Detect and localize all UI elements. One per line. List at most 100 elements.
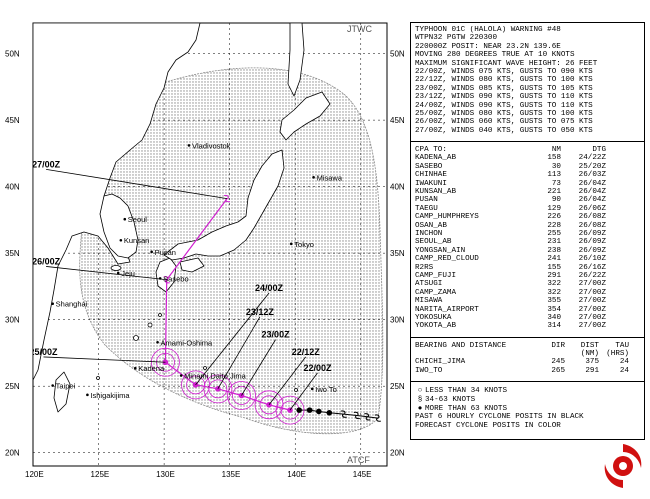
place-marker xyxy=(116,271,120,275)
forecast-time-label: 22/00Z xyxy=(304,363,333,373)
lon-label: 125E xyxy=(91,470,110,479)
cpa-row: SASEBO 30 25/20Z xyxy=(415,162,606,171)
cpa-row: PUSAN 90 26/04Z xyxy=(415,196,606,205)
place-label: Tokyo xyxy=(294,240,314,249)
place-marker xyxy=(51,302,54,305)
forecast-label-leader xyxy=(46,266,167,281)
lon-label: 135E xyxy=(222,470,241,479)
divider xyxy=(411,331,644,338)
warning-panel: TYPHOON 01C (HALOLA) WARNING #48 WTPN32 P… xyxy=(410,22,645,440)
place-marker xyxy=(86,393,89,397)
forecast-label-leader xyxy=(43,356,166,363)
forecast-time-label: 23/12Z xyxy=(246,307,275,317)
place-label: Pusan xyxy=(155,248,176,257)
place-label: Seoul xyxy=(128,215,148,224)
warning-line: 23/00Z, WINDS 085 KTS, GUSTS TO 105 KTS xyxy=(415,84,593,93)
cpa-row: ATSUGI 322 27/00Z xyxy=(415,280,606,289)
wind-radius-ring xyxy=(227,381,256,410)
cpa-row: CAMP_ZAMA 322 27/00Z xyxy=(415,288,606,297)
legend-item: ● MORE THAN 63 KNOTS xyxy=(415,404,640,413)
forecast-label-leader xyxy=(195,292,270,386)
divider xyxy=(411,375,644,383)
warning-line: MOVING 280 DEGREES TRUE AT 10 KNOTS xyxy=(415,51,575,60)
place-marker xyxy=(156,340,159,344)
wind-radius-ring xyxy=(232,386,251,405)
forecast-time-label: 22/12Z xyxy=(292,347,321,357)
cpa-row: CAMP_FUJI 291 26/22Z xyxy=(415,271,606,280)
latitude-labels: 50N 50N 45N 45N 40N 40N 35N 35N 30N 30N 25N 25N 20N 2… xyxy=(5,50,405,458)
forecast-label-leader xyxy=(46,168,228,199)
forecast-time-label: 24/00Z xyxy=(255,283,284,293)
past-posit-marker xyxy=(374,414,381,422)
lat-label-left: 50N xyxy=(5,50,20,59)
legend-item: ○ LESS THAN 34 KNOTS xyxy=(415,386,640,395)
lon-label: 140E xyxy=(287,470,306,479)
legend-item: § 34-63 KNOTS xyxy=(415,395,640,404)
lat-label-right: 45N xyxy=(390,116,405,125)
lat-label-left: 45N xyxy=(5,116,20,125)
cpa-row: YONGSAN_AIN 238 26/09Z xyxy=(415,246,606,255)
cpa-row: TAEGU 129 26/06Z xyxy=(415,204,606,213)
warning-line: 22/12Z, WINDS 080 KTS, GUSTS TO 100 KTS xyxy=(415,76,593,85)
lat-label-left: 25N xyxy=(5,382,20,391)
place-label: Kadena xyxy=(138,364,165,373)
cpa-row: SEOUL_AB 231 26/09Z xyxy=(415,238,606,247)
past-posit-marker xyxy=(316,408,322,415)
warning-line: 23/12Z, WINDS 090 KTS, GUSTS TO 110 KTS xyxy=(415,93,593,102)
lat-label-left: 20N xyxy=(5,449,20,458)
forecast-track-line xyxy=(164,198,291,411)
wind-radius-ring xyxy=(181,370,210,400)
place-label: Jeju xyxy=(121,269,135,278)
warning-line: 24/00Z, WINDS 090 KTS, GUSTS TO 110 KTS xyxy=(415,101,593,110)
lat-label-left: 40N xyxy=(5,183,20,192)
cpa-row: CAMP_RED_CLOUD 241 26/10Z xyxy=(415,255,606,264)
past-posit-marker xyxy=(353,411,360,420)
past-posit-marker xyxy=(364,413,371,421)
place-marker xyxy=(310,387,314,391)
lon-label: 145E xyxy=(353,470,372,479)
place-label: Amami-Oshima xyxy=(161,338,214,347)
place-label: Vladivostok xyxy=(192,141,231,150)
cpa-row: YOKOSUKA 340 27/00Z xyxy=(415,313,606,322)
place-marker xyxy=(312,176,315,179)
place-label: Misawa xyxy=(317,173,343,182)
cpa-table: KADENA_AB 158 24/22Z SASEBO 30 25/20Z CHINHAE 1… xyxy=(415,154,640,330)
cpa-row: KUNSAN_AB 221 26/04Z xyxy=(415,188,606,197)
open-circle-icon: ○ xyxy=(417,386,423,395)
legend: ○ LESS THAN 34 KNOTS § 34-63 KNOTS ● MORE THA… xyxy=(415,386,640,413)
bearing-header: BEARING AND DISTANCE DIR DIST TAU xyxy=(415,341,629,350)
forecast-posit-marker xyxy=(162,359,169,366)
warning-line: WTPN32 PGTW 220300 xyxy=(415,34,498,43)
place-label: Iwo To xyxy=(315,385,337,394)
cpa-row: KADENA_AB 158 24/22Z xyxy=(415,154,606,163)
place-marker xyxy=(119,238,123,242)
cpa-row: CHINHAE 113 26/03Z xyxy=(415,171,606,180)
place-marker xyxy=(187,144,191,147)
divider xyxy=(411,135,644,143)
forecast-label-leader xyxy=(289,372,318,411)
cpa-row: INCHON 255 26/09Z xyxy=(415,229,606,238)
lon-label: 120E xyxy=(25,470,44,479)
place-marker xyxy=(158,277,162,280)
cpa-row: YOKOTA_AB 314 27/00Z xyxy=(415,322,606,331)
place-label: Kunsan xyxy=(124,236,149,245)
coastlines xyxy=(33,23,331,413)
cpa-row: OSAN_AB 228 26/08Z xyxy=(415,221,606,230)
bearing-row: CHICHI_JIMA 245 375 24 xyxy=(415,358,629,367)
place-label: Ishigakijima xyxy=(90,391,130,400)
forecast-posit-marker xyxy=(215,386,221,392)
jtwc-logo xyxy=(604,444,642,488)
cpa-row: IWAKUNI 73 26/04Z xyxy=(415,179,606,188)
warning-header: TYPHOON 01C (HALOLA) WARNING #48 WTPN32 P… xyxy=(415,26,640,135)
forecast-posit-marker xyxy=(287,407,293,413)
wind-radius-ring xyxy=(254,390,284,420)
bearing-units: (NM) (HRS) xyxy=(580,350,629,359)
legend-notes: PAST 6 HOURLY CYCLONE POSITS IN BLACK FOR… xyxy=(415,413,640,430)
warning-line: 27/00Z, WINDS 040 KTS, GUSTS TO 050 KTS xyxy=(415,126,593,135)
past-posit-marker xyxy=(306,407,313,413)
wind-radius-ring xyxy=(186,375,205,395)
place-marker xyxy=(150,250,153,254)
atcf-credit: ATCF xyxy=(347,455,370,465)
place-marker xyxy=(123,217,127,221)
cpa-row: R2RS 155 26/16Z xyxy=(415,263,606,272)
